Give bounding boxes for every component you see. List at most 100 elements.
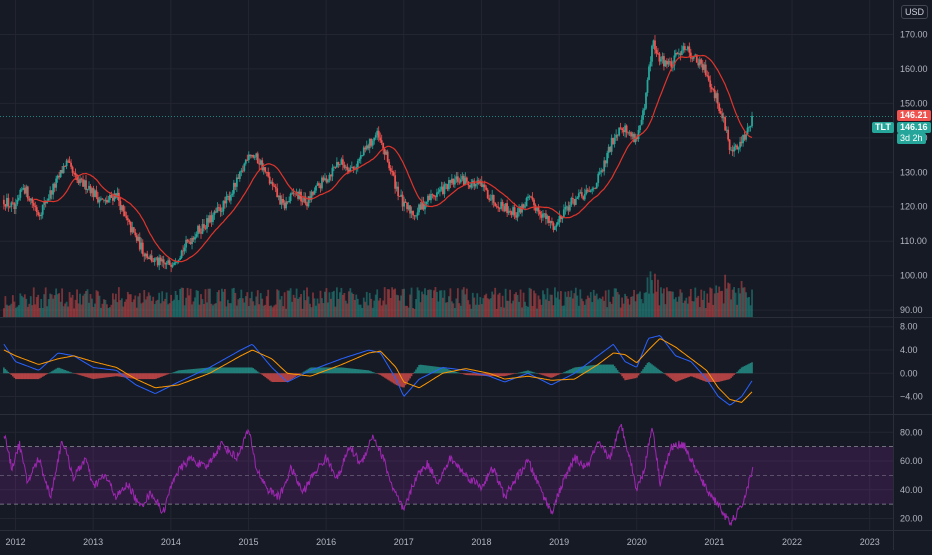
volume-bar bbox=[246, 292, 249, 317]
macd-histogram-bar bbox=[392, 373, 395, 384]
macd-histogram-bar bbox=[294, 373, 296, 378]
volume-bar bbox=[618, 294, 621, 317]
candle-body bbox=[386, 151, 389, 162]
macd-tick-label: 4.00 bbox=[900, 345, 918, 355]
candle-body bbox=[743, 134, 746, 140]
volume-bar bbox=[346, 303, 349, 317]
macd-histogram-bar bbox=[167, 373, 169, 375]
macd-histogram-bar bbox=[457, 372, 459, 374]
macd-histogram-bar bbox=[300, 373, 302, 374]
volume-bar bbox=[540, 304, 543, 317]
macd-histogram-bar bbox=[722, 373, 725, 381]
candle-body bbox=[28, 198, 31, 201]
volume-bar bbox=[267, 289, 270, 317]
volume-bar bbox=[106, 304, 108, 317]
candle-body bbox=[397, 186, 400, 196]
candle-body bbox=[44, 200, 47, 204]
macd-histogram-bar bbox=[548, 373, 550, 378]
macd-histogram-bar bbox=[646, 362, 649, 374]
volume-bar bbox=[564, 291, 567, 317]
candle-body bbox=[471, 180, 474, 184]
macd-histogram-bar bbox=[580, 366, 583, 374]
candle-body bbox=[262, 167, 265, 171]
macd-histogram-bar bbox=[277, 373, 280, 382]
volume-bar bbox=[561, 305, 564, 317]
macd-histogram-bar bbox=[660, 371, 662, 374]
candle-body bbox=[610, 137, 613, 152]
macd-histogram-bar bbox=[59, 368, 62, 374]
currency-badge[interactable]: USD bbox=[901, 5, 929, 19]
candle-body bbox=[222, 200, 225, 212]
volume-bar bbox=[82, 295, 84, 317]
volume-bar bbox=[636, 294, 638, 317]
volume-bar bbox=[507, 300, 510, 317]
candle-body bbox=[128, 220, 131, 222]
candle-body bbox=[137, 237, 140, 241]
macd-histogram-bar bbox=[216, 367, 219, 374]
candle-body bbox=[528, 196, 531, 198]
macd-histogram-bar bbox=[340, 367, 343, 374]
volume-bar bbox=[386, 289, 389, 317]
volume-bar bbox=[377, 300, 380, 317]
macd-histogram-bar bbox=[716, 373, 719, 382]
candle-body bbox=[141, 242, 144, 255]
volume-bar bbox=[358, 304, 361, 317]
volume-bar bbox=[91, 298, 93, 317]
macd-histogram-bar bbox=[681, 373, 683, 380]
candle-body bbox=[288, 200, 291, 202]
macd-histogram-bar bbox=[131, 373, 134, 379]
macd-histogram-bar bbox=[418, 364, 420, 374]
candle-body bbox=[536, 206, 538, 211]
macd-histogram-bar bbox=[318, 367, 320, 374]
volume-bar bbox=[295, 288, 298, 317]
candle-body bbox=[518, 206, 520, 213]
volume-bar bbox=[610, 303, 613, 317]
volume-bar bbox=[565, 296, 568, 317]
candle-body bbox=[557, 222, 559, 225]
volume-bar bbox=[530, 288, 532, 317]
volume-bar bbox=[695, 297, 698, 317]
macd-histogram-bar bbox=[594, 364, 597, 374]
volume-bar bbox=[177, 300, 180, 317]
candle-body bbox=[421, 201, 423, 210]
candle-body bbox=[742, 134, 744, 144]
volume-bar bbox=[512, 300, 515, 317]
candle-body bbox=[173, 262, 176, 265]
macd-histogram-bar bbox=[468, 373, 471, 376]
macd-histogram-bar bbox=[557, 373, 559, 375]
volume-bar bbox=[238, 298, 241, 317]
macd-histogram-bar bbox=[236, 367, 238, 374]
macd-histogram-bar bbox=[516, 372, 519, 374]
macd-histogram-bar bbox=[386, 373, 389, 380]
volume-bar bbox=[527, 306, 529, 317]
macd-histogram-bar bbox=[100, 373, 102, 379]
macd-histogram-bar bbox=[658, 369, 661, 374]
macd-lines-layer bbox=[3, 335, 753, 406]
macd-histogram-bar bbox=[397, 373, 399, 386]
candle-body bbox=[198, 225, 201, 233]
volume-bar bbox=[625, 296, 628, 317]
macd-histogram-bar bbox=[745, 365, 747, 374]
volume-bar bbox=[431, 298, 434, 317]
candle-body bbox=[598, 172, 601, 174]
candle-body bbox=[377, 130, 380, 138]
volume-bar bbox=[309, 303, 311, 317]
candle-body bbox=[149, 255, 152, 259]
macd-histogram-bar bbox=[337, 367, 340, 374]
volume-bar bbox=[497, 294, 500, 317]
candle-body bbox=[276, 188, 279, 198]
macd-histogram-bar bbox=[616, 370, 619, 374]
macd-histogram-bar bbox=[394, 373, 396, 385]
macd-histogram-bar bbox=[330, 367, 332, 374]
volume-bar bbox=[371, 307, 374, 317]
macd-histogram-bar bbox=[504, 373, 507, 376]
macd-histogram-bar bbox=[127, 373, 129, 378]
candle-body bbox=[697, 62, 700, 66]
macd-histogram-bar bbox=[94, 373, 96, 379]
macd-histogram-bar bbox=[210, 367, 213, 374]
candle-body bbox=[268, 176, 271, 184]
macd-histogram-bar bbox=[473, 373, 476, 376]
